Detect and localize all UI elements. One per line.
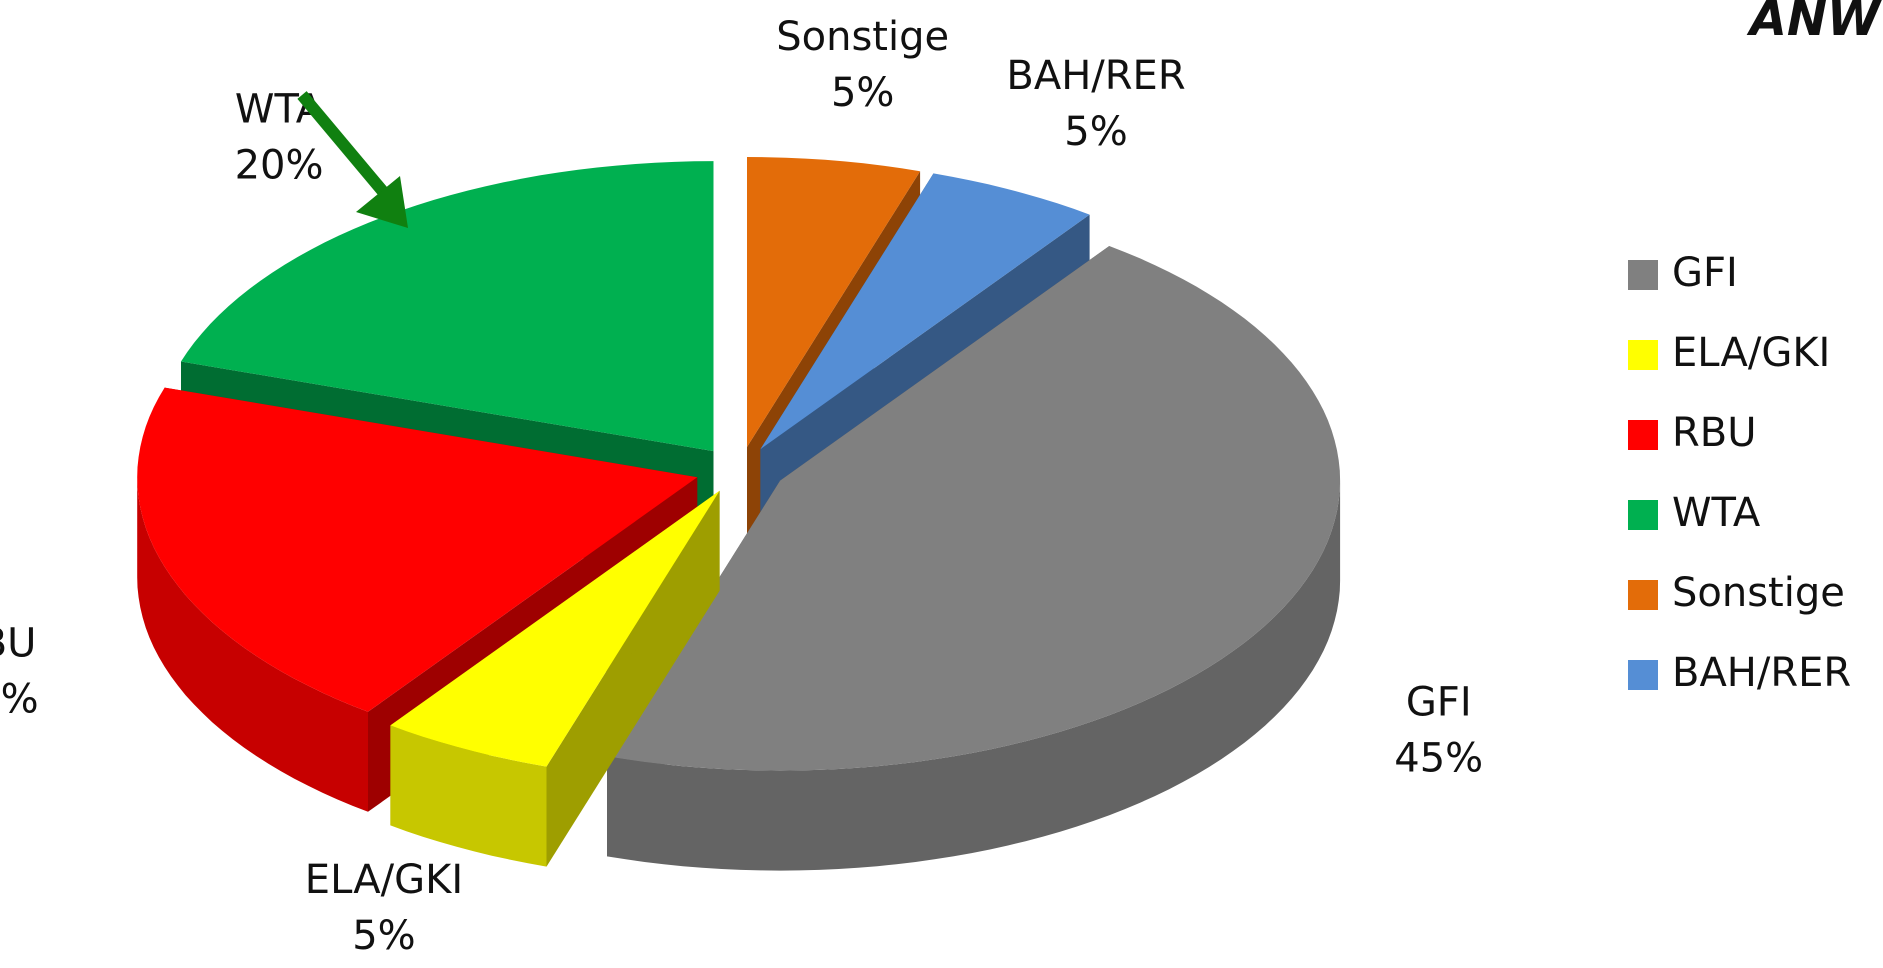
slice-wall <box>607 480 1341 871</box>
slice <box>607 246 1341 871</box>
logo: ANW <box>1746 0 1882 47</box>
slice <box>390 490 720 867</box>
data-label-value: 5% <box>352 913 415 959</box>
legend-label: RBU <box>1672 410 1757 456</box>
data-label-value: 5% <box>1064 109 1127 155</box>
arrow-shaft <box>297 91 395 204</box>
legend-label: WTA <box>1672 490 1761 536</box>
legend-label: ELA/GKI <box>1672 330 1830 376</box>
legend-swatch <box>1628 260 1658 290</box>
slice-top <box>181 161 714 452</box>
data-label-value: 20% <box>0 676 39 722</box>
slice-wall <box>390 725 547 867</box>
data-label-name: GFI <box>1406 679 1472 725</box>
slice-top <box>747 157 921 447</box>
pie <box>137 157 1341 871</box>
legend-swatch <box>1628 500 1658 530</box>
legend: GFI ELA/GKI RBU WTA Sonstige BAH/RER <box>1628 250 1851 696</box>
data-label-name: RBU <box>0 620 36 666</box>
data-label-name: Sonstige <box>776 14 949 60</box>
slice-top <box>390 490 720 767</box>
legend-swatch <box>1628 580 1658 610</box>
arrow-head <box>356 176 408 228</box>
slice-wall <box>137 477 368 812</box>
data-label-name: ELA/GKI <box>305 857 463 903</box>
legend-label: GFI <box>1672 250 1738 296</box>
data-label-value: 20% <box>235 142 324 188</box>
data-labels: GFI45%ELA/GKI5%RBU20%WTA20%Sonstige5%BAH… <box>0 14 1483 959</box>
legend-label: Sonstige <box>1672 570 1845 616</box>
slice-top <box>607 246 1341 771</box>
arrow <box>297 91 408 228</box>
legend-swatch <box>1628 660 1658 690</box>
slice-top <box>137 387 698 712</box>
data-label-name: BAH/RER <box>1006 53 1185 99</box>
slice-top <box>760 173 1090 450</box>
legend-label: BAH/RER <box>1672 650 1851 696</box>
data-label-value: 5% <box>831 70 894 116</box>
legend-swatch <box>1628 420 1658 450</box>
legend-swatch <box>1628 340 1658 370</box>
data-label-value: 45% <box>1394 735 1483 781</box>
